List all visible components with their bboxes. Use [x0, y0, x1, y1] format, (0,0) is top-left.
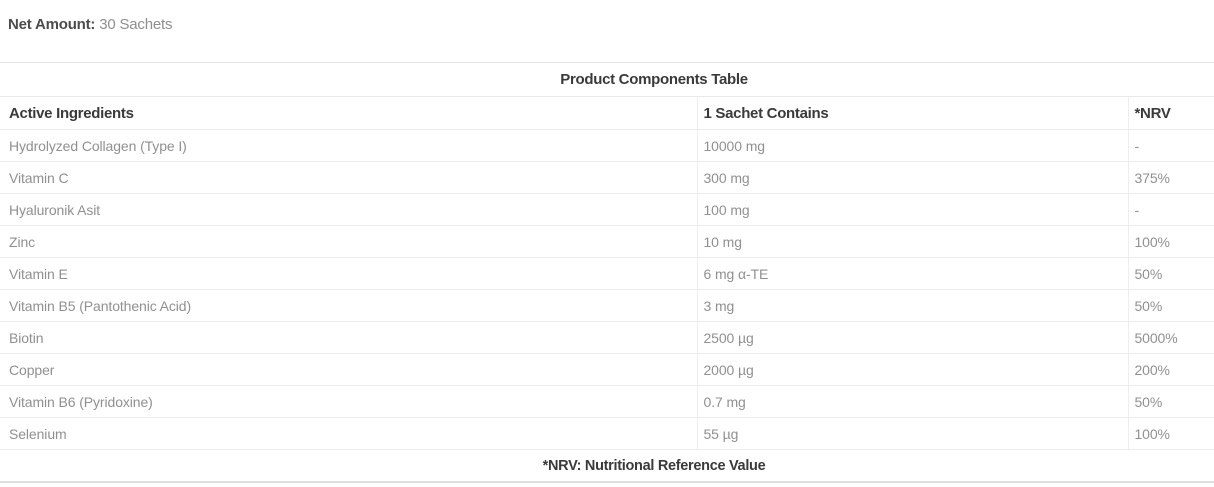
nrv-cell: 5000%	[1128, 321, 1214, 354]
table-row: Vitamin B6 (Pyridoxine) 0.7 mg 50%	[0, 385, 1214, 418]
table-row: Zinc 10 mg 100%	[0, 225, 1214, 258]
column-header-active-ingredients: Active Ingredients	[0, 96, 698, 130]
table-row: Vitamin B5 (Pantothenic Acid) 3 mg 50%	[0, 289, 1214, 322]
nrv-cell: -	[1128, 129, 1214, 162]
amount-cell: 2000 µg	[697, 353, 1129, 386]
nrv-cell: -	[1128, 193, 1214, 226]
nrv-cell: 50%	[1128, 257, 1214, 290]
nrv-cell: 100%	[1128, 225, 1214, 258]
amount-cell: 2500 µg	[697, 321, 1129, 354]
amount-cell: 55 µg	[697, 417, 1129, 450]
product-components-table: Product Components Table Active Ingredie…	[0, 62, 1214, 483]
table-row: Vitamin E 6 mg α-TE 50%	[0, 257, 1214, 290]
net-amount-label: Net Amount:	[8, 16, 96, 33]
table-row: Hyaluronik Asit 100 mg -	[0, 193, 1214, 226]
amount-cell: 3 mg	[697, 289, 1129, 322]
ingredient-cell: Hydrolyzed Collagen (Type I)	[0, 129, 698, 162]
amount-cell: 300 mg	[697, 161, 1129, 194]
ingredient-cell: Hyaluronik Asit	[0, 193, 698, 226]
table-row: Copper 2000 µg 200%	[0, 353, 1214, 386]
nrv-cell: 200%	[1128, 353, 1214, 386]
table-footnote: *NRV: Nutritional Reference Value	[0, 449, 1214, 483]
ingredient-cell: Selenium	[0, 417, 698, 450]
column-header-nrv: *NRV	[1128, 96, 1214, 130]
table-row: Hydrolyzed Collagen (Type I) 10000 mg -	[0, 129, 1214, 162]
column-header-sachet-contains: 1 Sachet Contains	[697, 96, 1129, 130]
ingredient-cell: Vitamin B5 (Pantothenic Acid)	[0, 289, 698, 322]
amount-cell: 6 mg α-TE	[697, 257, 1129, 290]
table-row: Selenium 55 µg 100%	[0, 417, 1214, 450]
nrv-cell: 375%	[1128, 161, 1214, 194]
ingredient-cell: Vitamin C	[0, 161, 698, 194]
table-row: Vitamin C 300 mg 375%	[0, 161, 1214, 194]
table-footnote-row: *NRV: Nutritional Reference Value	[0, 449, 1214, 483]
amount-cell: 0.7 mg	[697, 385, 1129, 418]
ingredient-cell: Vitamin B6 (Pyridoxine)	[0, 385, 698, 418]
net-amount-value: 30 Sachets	[99, 16, 173, 33]
nrv-cell: 100%	[1128, 417, 1214, 450]
ingredient-cell: Copper	[0, 353, 698, 386]
table-title: Product Components Table	[0, 62, 1214, 97]
amount-cell: 10 mg	[697, 225, 1129, 258]
ingredient-cell: Vitamin E	[0, 257, 698, 290]
amount-cell: 100 mg	[697, 193, 1129, 226]
table-header-row: Active Ingredients 1 Sachet Contains *NR…	[0, 96, 1214, 130]
ingredient-cell: Biotin	[0, 321, 698, 354]
nrv-cell: 50%	[1128, 289, 1214, 322]
amount-cell: 10000 mg	[697, 129, 1129, 162]
nrv-cell: 50%	[1128, 385, 1214, 418]
net-amount-line: Net Amount: 30 Sachets	[8, 16, 172, 33]
table-row: Biotin 2500 µg 5000%	[0, 321, 1214, 354]
ingredient-cell: Zinc	[0, 225, 698, 258]
table-title-row: Product Components Table	[0, 62, 1214, 97]
